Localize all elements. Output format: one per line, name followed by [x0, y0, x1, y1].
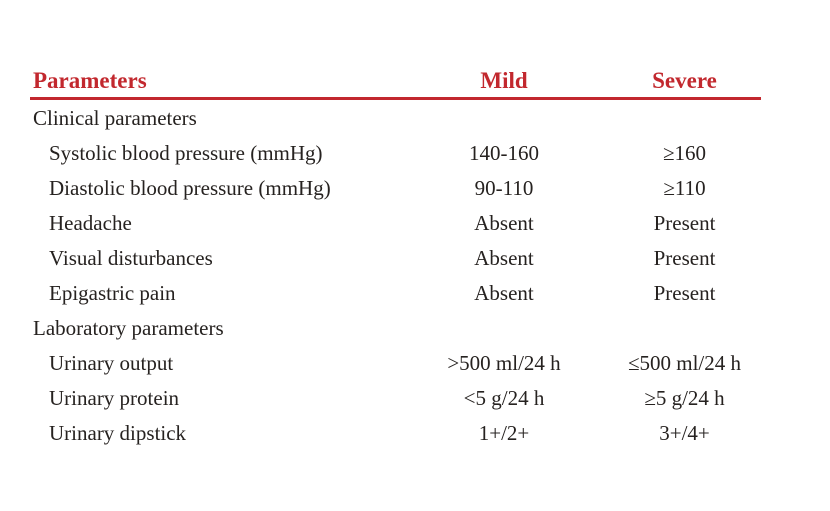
row-parameter-label: Systolic blood pressure (mmHg): [49, 141, 323, 165]
row-severe-value: ≤500 ml/24 h: [627, 351, 742, 375]
column-header-mild: Mild: [480, 68, 528, 93]
row-mild-value: 140-160: [469, 141, 539, 165]
table-row: Urinary output >500 ml/24 h ≤500 ml/24 h: [30, 346, 761, 381]
row-mild-value: >500 ml/24 h: [447, 351, 561, 375]
table-row: Epigastric pain Absent Present: [30, 276, 761, 311]
row-severe-value: Present: [653, 211, 716, 235]
row-severe-value: [608, 101, 761, 136]
row-severe-value: Present: [653, 281, 716, 305]
row-severe-value: [608, 311, 761, 346]
row-mild-value: Absent: [474, 211, 534, 235]
column-header-parameters: Parameters: [33, 68, 147, 93]
parameters-table: Parameters Mild Severe Clinical paramete…: [30, 62, 761, 451]
row-parameter-label: Visual disturbances: [49, 246, 213, 270]
header-rule: [30, 97, 761, 100]
table-row: Visual disturbances Absent Present: [30, 241, 761, 276]
row-severe-value: Present: [653, 246, 716, 270]
row-parameter-label: Urinary output: [49, 351, 174, 375]
row-mild-value: [400, 101, 608, 136]
table-row: Headache Absent Present: [30, 206, 761, 241]
row-parameter-label: Urinary protein: [49, 386, 180, 410]
row-parameter-label: Diastolic blood pressure (mmHg): [49, 176, 331, 200]
table-row: Urinary protein <5 g/24 h ≥5 g/24 h: [30, 381, 761, 416]
table-row: Laboratory parameters: [30, 311, 761, 346]
column-header-severe: Severe: [652, 68, 717, 93]
row-parameter-label: Epigastric pain: [49, 281, 176, 305]
table-header-row: Parameters Mild Severe: [30, 62, 761, 97]
row-parameter-label: Urinary dipstick: [49, 421, 187, 445]
row-severe-value: ≥110: [663, 176, 706, 200]
row-parameter-label: Headache: [49, 211, 132, 235]
row-section-label: Clinical parameters: [33, 106, 197, 130]
table-body: Clinical parameters Systolic blood press…: [30, 100, 761, 451]
table-row: Diastolic blood pressure (mmHg) 90-110 ≥…: [30, 171, 761, 206]
row-mild-value: Absent: [474, 246, 534, 270]
table-row: Clinical parameters: [30, 101, 761, 136]
table-row: Urinary dipstick 1+/2+ 3+/4+: [30, 416, 761, 451]
row-mild-value: 90-110: [474, 176, 534, 200]
row-mild-value: Absent: [474, 281, 534, 305]
row-severe-value: 3+/4+: [659, 421, 710, 445]
row-severe-value: ≥5 g/24 h: [644, 386, 725, 410]
row-mild-value: [400, 311, 608, 346]
row-section-label: Laboratory parameters: [33, 316, 224, 340]
row-mild-value: <5 g/24 h: [463, 386, 545, 410]
row-mild-value: 1+/2+: [478, 421, 530, 445]
table-row: Systolic blood pressure (mmHg) 140-160 ≥…: [30, 136, 761, 171]
row-severe-value: ≥160: [662, 141, 707, 165]
